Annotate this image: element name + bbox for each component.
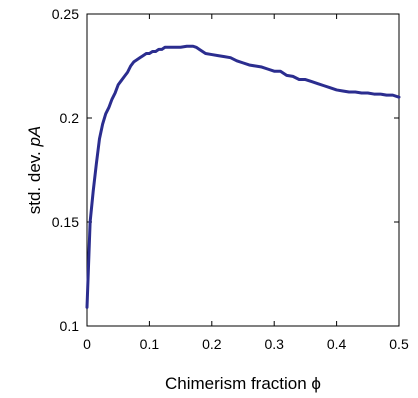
y-tick-label: 0.2 (60, 110, 80, 126)
x-axis-label: Chimerism fraction ϕ (165, 374, 321, 393)
y-axis-label-prefix: std. dev. (25, 147, 44, 215)
y-tick-labels: 0.1 0.15 0.2 0.25 (52, 6, 79, 334)
x-tick-label: 0.4 (327, 336, 347, 352)
plot-frame (86, 13, 400, 327)
x-tick-label: 0 (83, 336, 91, 352)
x-tick-label: 0.5 (389, 336, 409, 352)
x-tick-label: 0.3 (264, 336, 284, 352)
series-line (85, 44, 401, 309)
y-tick-label: 0.25 (52, 6, 79, 22)
y-axis-label-italic: pA (25, 126, 44, 148)
x-tick-label: 0.1 (140, 336, 160, 352)
x-tick-labels: 0 0.1 0.2 0.3 0.4 0.5 (83, 336, 409, 352)
y-axis-label: std. dev. pA (25, 126, 44, 215)
y-tick-label: 0.15 (52, 214, 79, 230)
x-tick-label: 0.2 (202, 336, 222, 352)
tick-marks (86, 13, 400, 327)
y-tick-label: 0.1 (60, 318, 80, 334)
